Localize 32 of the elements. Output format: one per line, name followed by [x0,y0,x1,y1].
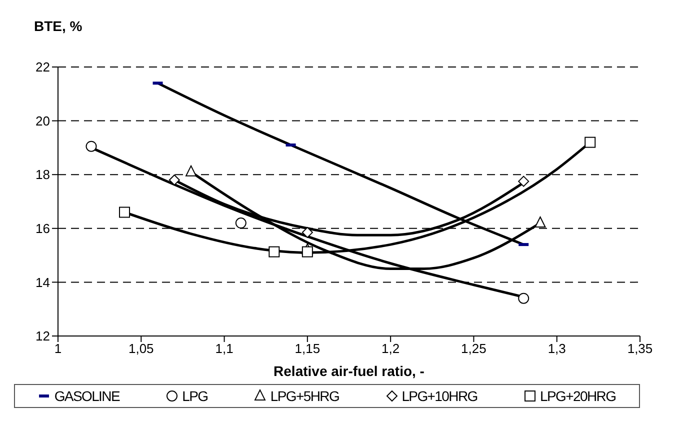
point [86,140,97,152]
x-tick-label: 1,35 [627,341,653,356]
legend-label: LPG+20HRG [540,388,616,404]
x-tick-label: 1,2 [382,341,400,356]
point [584,136,596,148]
point [518,292,530,304]
point [518,176,530,187]
legend-label: LPG+5HRG [270,388,340,404]
x-tick-label: 1 [54,341,62,356]
legend-label: GASOLINE [54,388,120,404]
legend-label: LPG [182,388,208,404]
point [119,206,130,218]
legend-label: LPG+10HRG [402,388,478,404]
y-tick-label: 22 [36,60,50,75]
point [534,216,546,228]
point [186,165,197,176]
y-tick-label: 12 [36,328,50,344]
y-tick-label: 18 [36,167,50,182]
y-tick-label: 14 [36,274,50,290]
x-tick-label: 1,05 [128,341,154,356]
y-axis-title: BTE, % [34,18,82,34]
point [235,218,246,229]
y-tick-label: 20 [36,113,50,128]
x-tick-label: 1,1 [215,341,234,356]
point [302,246,313,258]
x-tick-label: 1,3 [548,341,566,356]
x-tick-label: 1,25 [461,341,486,356]
point [268,246,280,258]
x-axis-title: Relative air-fuel ratio, - [274,363,425,379]
point [168,174,180,186]
x-tick-label: 1,15 [294,341,320,356]
y-tick-label: 16 [36,221,50,236]
